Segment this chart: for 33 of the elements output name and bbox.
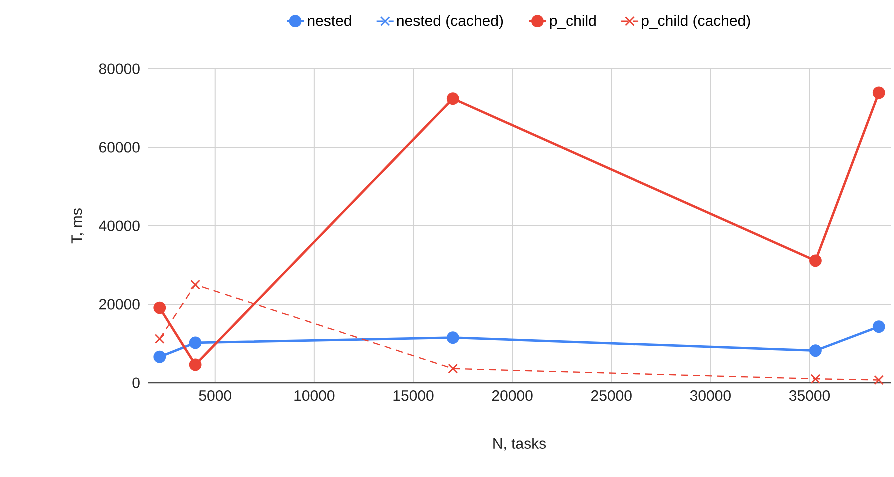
point bbox=[154, 350, 166, 364]
y-tick-label: 20000 bbox=[100, 299, 140, 310]
point bbox=[154, 334, 165, 344]
y-tick-label: 0 bbox=[132, 378, 140, 388]
point bbox=[872, 86, 886, 100]
y-axis-title: T, ms bbox=[72, 208, 84, 244]
y-tick-label: 80000 bbox=[99, 64, 140, 74]
legend-label: p_child (cached) bbox=[642, 15, 750, 30]
x-tick-label: 10000 bbox=[294, 390, 335, 402]
legend-label: p_child bbox=[550, 15, 596, 30]
point bbox=[154, 302, 166, 314]
x-tick-label: 35000 bbox=[789, 390, 830, 402]
point bbox=[446, 332, 460, 344]
x-tick-label: 30000 bbox=[690, 390, 731, 402]
point bbox=[189, 336, 202, 350]
point bbox=[872, 320, 886, 334]
x-tick-label: 20000 bbox=[492, 390, 533, 402]
x-tick-label: 25000 bbox=[592, 390, 632, 402]
point bbox=[448, 364, 458, 374]
point bbox=[810, 344, 822, 358]
x-axis-title: N, tasks bbox=[494, 438, 546, 451]
point bbox=[446, 92, 460, 106]
x-tick-label: 5000 bbox=[199, 390, 232, 402]
point bbox=[874, 375, 884, 386]
x-tick-label: 15000 bbox=[394, 390, 434, 402]
legend-label: nested (cached) bbox=[397, 15, 504, 30]
point bbox=[810, 254, 822, 268]
legend-label: nested bbox=[308, 15, 352, 26]
point bbox=[190, 280, 200, 290]
y-tick-label: 40000 bbox=[99, 220, 140, 232]
point bbox=[189, 358, 202, 372]
point bbox=[810, 374, 821, 384]
y-tick-label: 60000 bbox=[100, 142, 140, 153]
